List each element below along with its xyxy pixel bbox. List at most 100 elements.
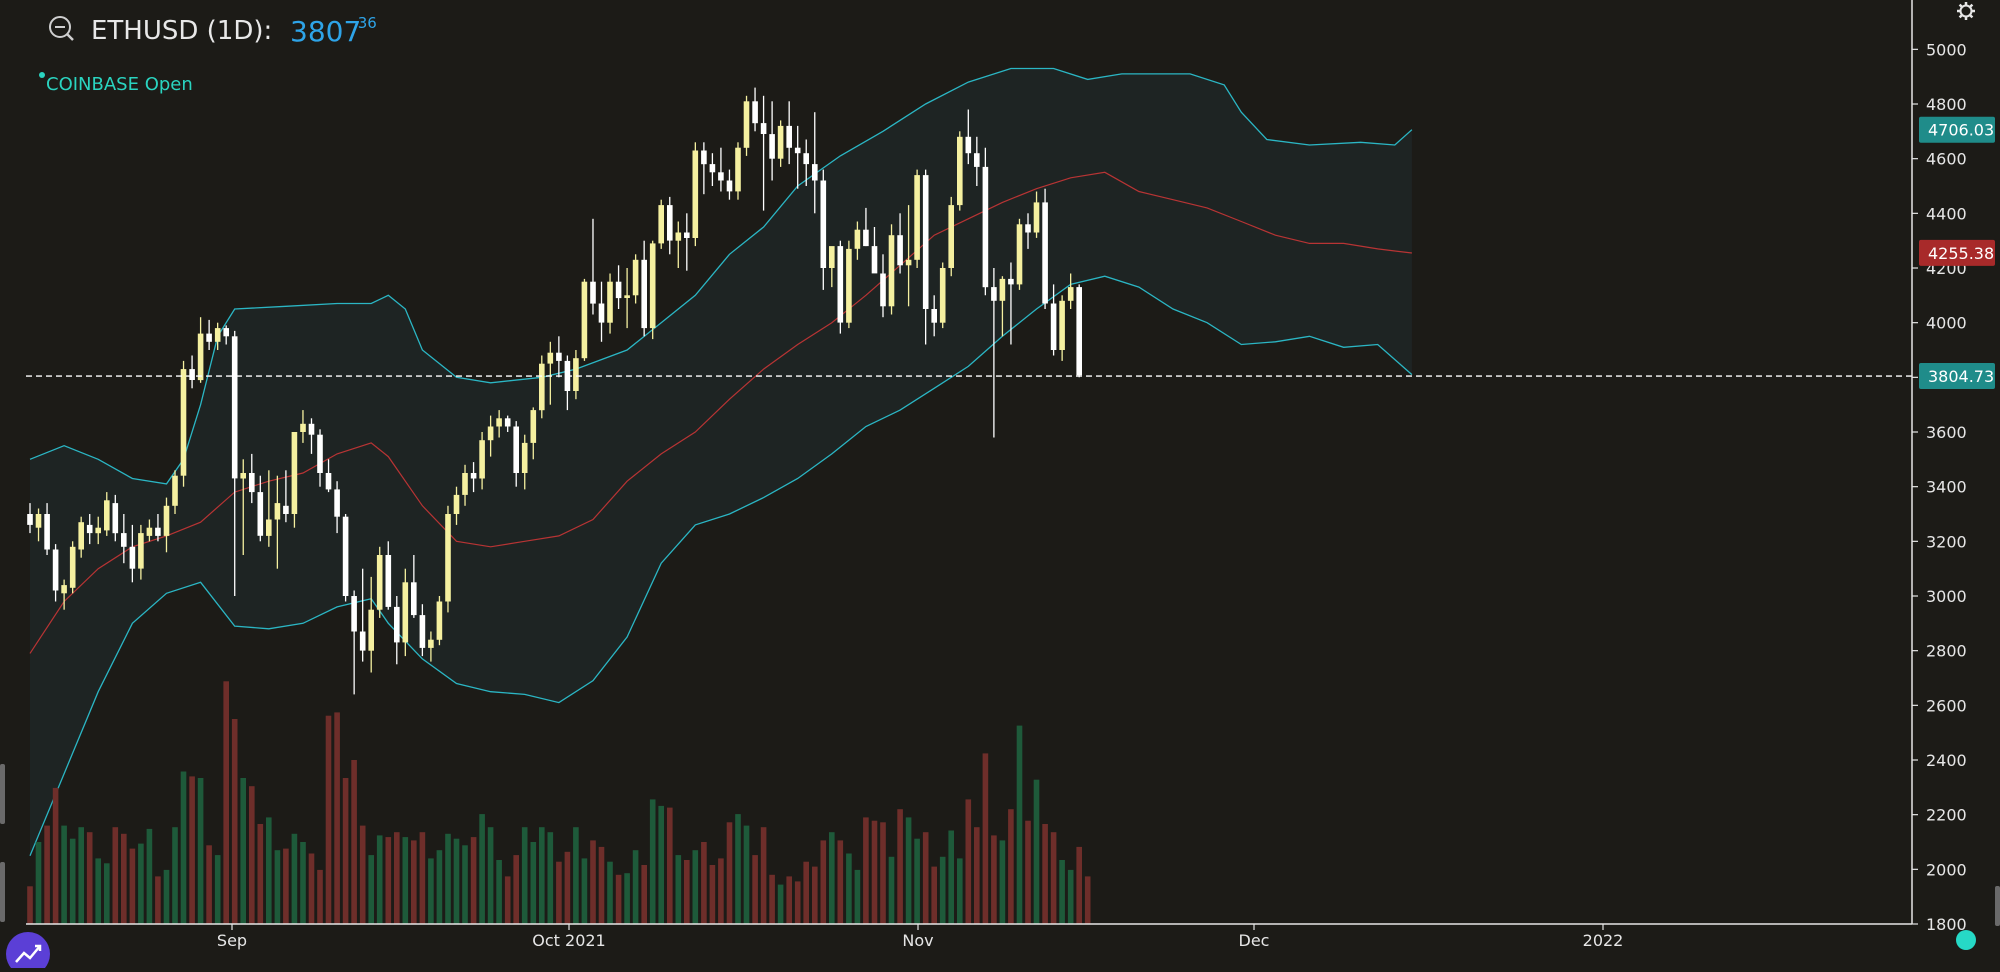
- candle-body: [905, 259, 912, 266]
- left-scroll-handle-lower[interactable]: [0, 862, 5, 922]
- candle: [846, 240, 852, 329]
- candle-body: [214, 328, 221, 342]
- candle-body: [385, 555, 392, 607]
- candle-body: [445, 514, 451, 602]
- candle-body: [667, 205, 673, 241]
- volume-bar: [112, 827, 119, 924]
- volume-bar: [504, 876, 511, 924]
- volume-bar: [530, 842, 537, 924]
- candle-body: [1042, 202, 1048, 304]
- volume-bar: [598, 846, 605, 924]
- trend-chart-icon[interactable]: [6, 932, 50, 972]
- volume-bar: [351, 760, 357, 924]
- volume-bar: [752, 855, 758, 924]
- volume-bar: [419, 832, 426, 924]
- candle: [470, 462, 477, 493]
- candle: [812, 112, 818, 214]
- candle: [172, 470, 178, 514]
- volume-bar: [104, 863, 110, 924]
- right-scroll-handle[interactable]: [1995, 886, 2000, 926]
- y-tick-label: 4400: [1926, 204, 1967, 223]
- candle-body: [547, 352, 554, 364]
- candle-body: [180, 369, 187, 476]
- candle-body: [78, 522, 84, 550]
- candle: [35, 508, 42, 542]
- last-price-tag: 3804.73: [1919, 363, 1995, 389]
- candle: [1008, 262, 1014, 345]
- volume-bar: [1050, 832, 1057, 924]
- candle-body: [607, 281, 613, 323]
- candle-body: [342, 516, 349, 596]
- candle-body: [701, 150, 707, 165]
- candle-body: [718, 172, 724, 181]
- candle: [104, 492, 110, 536]
- candle: [794, 125, 801, 189]
- candle: [769, 101, 775, 181]
- volume-bar: [624, 873, 630, 924]
- candle: [752, 87, 758, 132]
- volume-bar: [359, 825, 366, 924]
- candle-body: [837, 246, 844, 323]
- bollinger-lower-line: [29, 275, 1413, 856]
- volume-bar: [684, 860, 690, 924]
- volume-bar: [308, 853, 315, 924]
- candle-body: [752, 101, 758, 124]
- candle-body: [641, 259, 647, 329]
- candle: [513, 421, 519, 487]
- candle: [957, 131, 963, 211]
- candle-body: [760, 123, 767, 134]
- candle: [939, 262, 946, 329]
- candle-body: [462, 473, 468, 495]
- candle: [44, 503, 50, 555]
- candle-body: [240, 473, 246, 479]
- volume-bar: [317, 869, 323, 924]
- candle: [249, 453, 255, 504]
- volume-bar: [871, 820, 878, 924]
- candle-body: [965, 136, 972, 154]
- candle-body: [411, 582, 417, 616]
- candle: [86, 514, 93, 545]
- candle: [266, 470, 272, 547]
- candle: [462, 464, 468, 506]
- candle: [1076, 284, 1082, 378]
- candle-body: [556, 352, 562, 361]
- gear-icon[interactable]: [1957, 2, 1975, 20]
- candle-body: [504, 418, 511, 427]
- volume-bar: [564, 851, 571, 924]
- y-tick-label: 3200: [1926, 532, 1967, 551]
- candle-body: [590, 281, 596, 304]
- volume-bar: [368, 855, 374, 924]
- candle-body: [197, 333, 204, 381]
- candle-body: [888, 235, 895, 307]
- candle-body: [939, 268, 946, 323]
- volume-bar: [649, 799, 656, 924]
- bollinger-fill: [30, 68, 1412, 856]
- candle: [718, 147, 724, 192]
- candle: [428, 631, 434, 662]
- candle: [931, 295, 937, 337]
- volume-bar: [880, 822, 886, 924]
- left-scroll-handle[interactable]: [0, 764, 5, 824]
- candle-body: [334, 489, 340, 517]
- candle-body: [121, 533, 127, 547]
- volume-bar: [701, 842, 707, 924]
- bollinger-bands: [29, 67, 1413, 856]
- volume-bar: [743, 825, 750, 924]
- volume-bar: [513, 855, 519, 924]
- candle-body: [530, 410, 537, 443]
- candle-body: [428, 639, 434, 648]
- zoom-out-icon[interactable]: [49, 16, 74, 41]
- y-tick-label: 5000: [1926, 40, 1967, 59]
- candle: [658, 199, 664, 249]
- candle-body: [231, 336, 238, 479]
- candle: [376, 546, 383, 618]
- candle-body: [957, 136, 963, 206]
- candle-body: [931, 309, 937, 323]
- candle: [155, 514, 161, 542]
- volume-bar: [999, 840, 1006, 924]
- volume-bar: [27, 886, 33, 924]
- candle: [453, 486, 460, 525]
- candle-body: [69, 546, 76, 588]
